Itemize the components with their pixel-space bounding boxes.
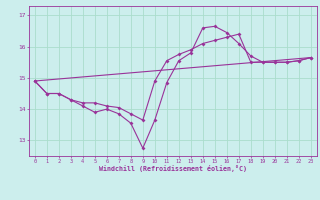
X-axis label: Windchill (Refroidissement éolien,°C): Windchill (Refroidissement éolien,°C) (99, 165, 247, 172)
